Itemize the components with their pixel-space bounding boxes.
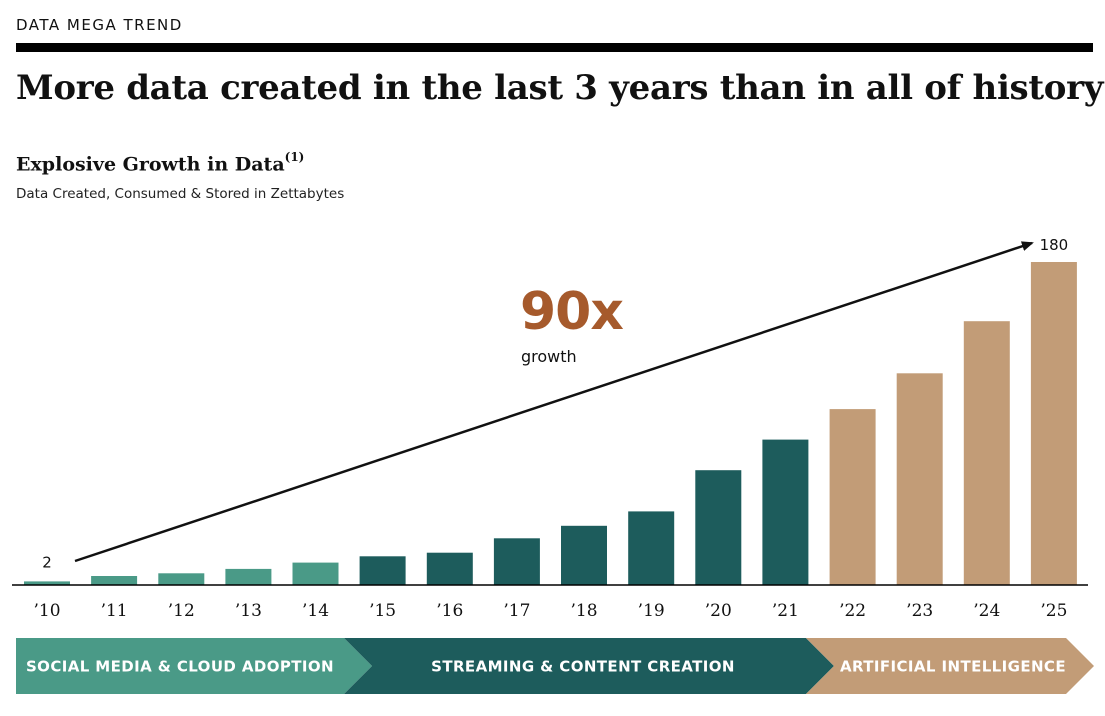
bar-8: [561, 525, 607, 585]
section-eyebrow: DATA MEGA TREND: [16, 16, 183, 34]
bar-3: [225, 568, 272, 586]
x-tick-label-2: ’12: [168, 601, 195, 621]
x-tick-label-8: ’18: [570, 601, 597, 621]
bar-5: [359, 556, 406, 585]
bar-10: [695, 470, 742, 585]
bar-6: [426, 552, 473, 585]
growth-label: growth: [521, 347, 577, 366]
era-label-1: STREAMING & CONTENT CREATION: [431, 658, 735, 676]
x-tick-label-14: ’24: [973, 601, 1000, 621]
bar-9: [628, 511, 675, 585]
data-label-first: 2: [42, 553, 52, 571]
bar-13: [896, 373, 943, 585]
x-tick-label-12: ’22: [839, 601, 866, 621]
era-segment-0: [16, 638, 372, 694]
era-label-0: SOCIAL MEDIA & CLOUD ADOPTION: [26, 658, 334, 676]
x-tick-label-7: ’17: [503, 601, 530, 621]
data-labels: 2 180: [42, 236, 1068, 571]
chart-subtitle: Data Created, Consumed & Stored in Zetta…: [16, 186, 345, 202]
x-tick-label-9: ’19: [638, 601, 665, 621]
data-label-last: 180: [1040, 236, 1069, 254]
x-tick-label-0: ’10: [33, 601, 60, 621]
era-segment-1: [344, 638, 834, 694]
x-tick-label-5: ’15: [369, 601, 396, 621]
bar-4: [292, 562, 339, 585]
era-segment-2: [806, 638, 1094, 694]
bar-11: [762, 439, 809, 585]
growth-arrow: [74, 241, 1034, 563]
bar-7: [493, 538, 540, 585]
bar-14: [963, 321, 1010, 585]
era-label-2: ARTIFICIAL INTELLIGENCE: [840, 658, 1066, 676]
x-tick-label-13: ’23: [906, 601, 933, 621]
x-tick-label-10: ’20: [705, 601, 732, 621]
x-tick-label-4: ’14: [302, 601, 329, 621]
page-headline: More data created in the last 3 years th…: [16, 68, 1104, 108]
x-tick-label-11: ’21: [772, 601, 799, 621]
x-tick-label-1: ’11: [101, 601, 128, 621]
x-axis-ticks: ’10 ’11 ’12 ’13 ’14 ’15 ’16 ’17 ’18 ’19 ’20 ’21 ’22 ’…: [33, 601, 1067, 621]
header-rule: [16, 43, 1093, 52]
bar-2: [158, 573, 205, 585]
bar-12: [829, 409, 876, 585]
bar-15: [1030, 262, 1077, 585]
chart-title-footnote: (1): [284, 150, 305, 164]
x-tick-label-15: ’25: [1040, 601, 1067, 621]
bar-series: [24, 262, 1077, 586]
bar-0: [24, 581, 70, 585]
chart-title: Explosive Growth in Data(1): [16, 150, 305, 176]
x-tick-label-3: ’13: [235, 601, 262, 621]
growth-multiple: 90x: [520, 282, 624, 342]
bar-1: [91, 576, 138, 585]
x-tick-label-6: ’16: [436, 601, 463, 621]
chart-title-text: Explosive Growth in Data: [16, 153, 285, 176]
era-banner: SOCIAL MEDIA & CLOUD ADOPTION STREAMING &…: [16, 638, 1094, 694]
